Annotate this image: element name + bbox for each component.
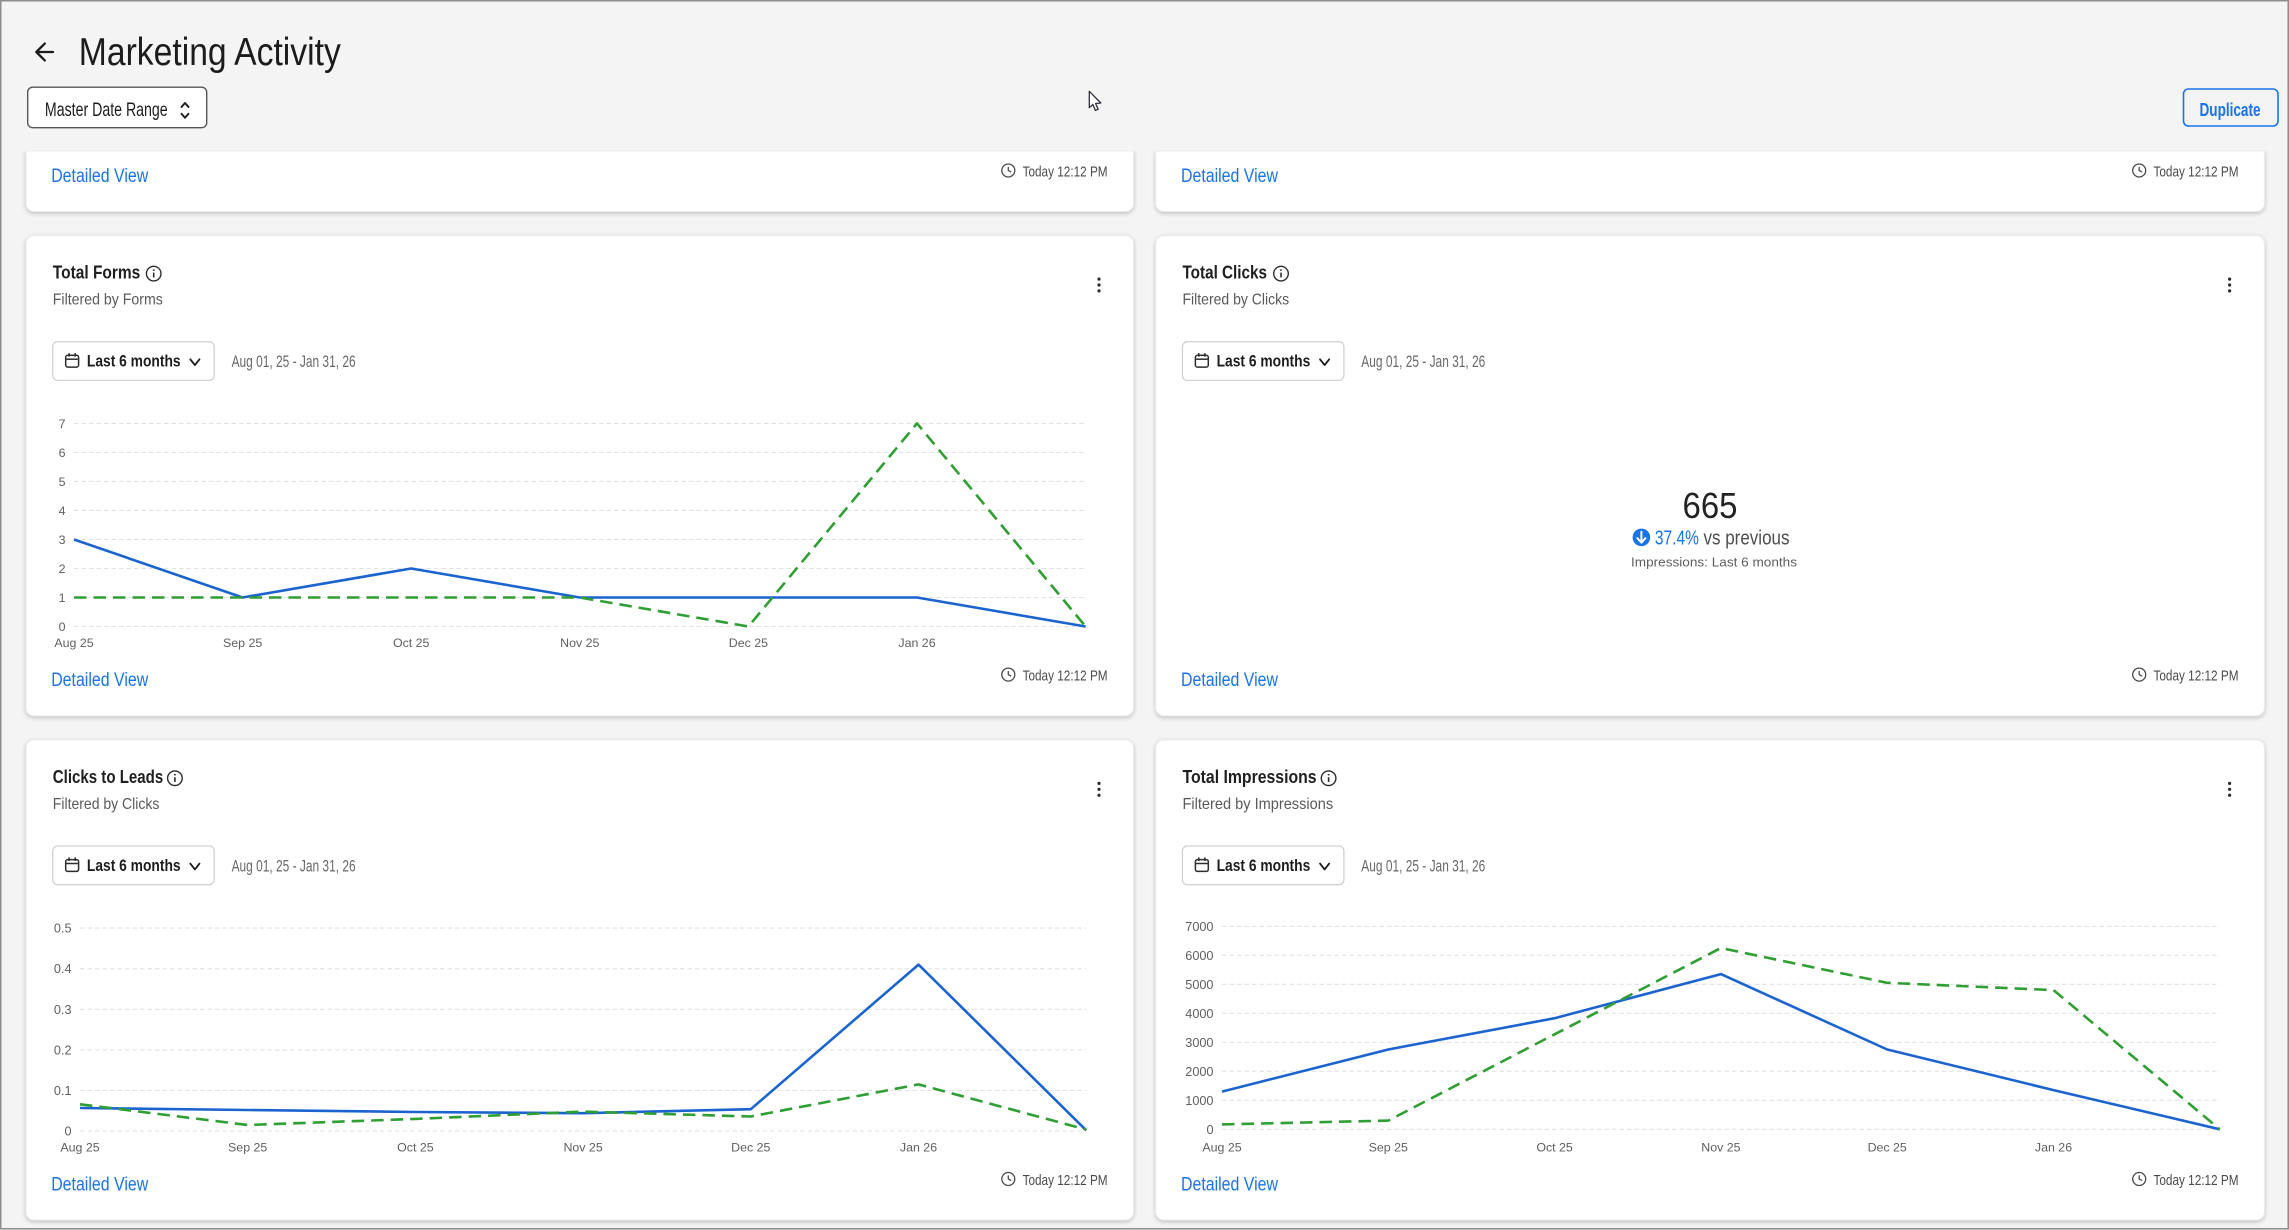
svg-text:6: 6 [59, 446, 66, 460]
svg-text:Jan 26: Jan 26 [900, 1141, 937, 1155]
svg-text:Total Clicks: Total Clicks [1183, 262, 1268, 283]
svg-text:Today 12:12 PM: Today 12:12 PM [2154, 668, 2239, 685]
svg-text:Last 6 months: Last 6 months [1217, 352, 1311, 371]
svg-text:Impressions: Last 6 months: Impressions: Last 6 months [1631, 556, 1797, 570]
svg-text:2000: 2000 [1185, 1065, 1213, 1079]
svg-text:5000: 5000 [1185, 978, 1213, 992]
svg-text:Aug 01, 25 - Jan 31, 26: Aug 01, 25 - Jan 31, 26 [1361, 858, 1485, 876]
svg-text:Aug 01, 25 - Jan 31, 26: Aug 01, 25 - Jan 31, 26 [1361, 353, 1485, 371]
svg-text:Today 12:12 PM: Today 12:12 PM [1023, 668, 1108, 685]
svg-text:0.5: 0.5 [54, 922, 72, 936]
svg-text:Detailed View: Detailed View [1181, 166, 1278, 187]
svg-text:0.1: 0.1 [54, 1084, 72, 1098]
svg-text:7: 7 [59, 417, 66, 431]
svg-text:Detailed View: Detailed View [51, 670, 148, 691]
svg-text:Last 6 months: Last 6 months [87, 856, 181, 875]
svg-text:Duplicate: Duplicate [2200, 99, 2261, 120]
svg-text:0.3: 0.3 [54, 1003, 72, 1017]
svg-text:Filtered by Forms: Filtered by Forms [53, 292, 163, 309]
svg-text:Dec 25: Dec 25 [729, 636, 768, 650]
svg-text:Oct 25: Oct 25 [393, 636, 430, 650]
svg-text:0: 0 [64, 1125, 71, 1139]
svg-text:Oct 25: Oct 25 [1536, 1141, 1573, 1155]
svg-text:Aug 01, 25 - Jan 31, 26: Aug 01, 25 - Jan 31, 26 [232, 858, 356, 876]
svg-text:Detailed View: Detailed View [51, 1175, 148, 1196]
svg-text:Aug 25: Aug 25 [54, 636, 93, 650]
svg-text:Oct 25: Oct 25 [397, 1141, 434, 1155]
svg-text:Today 12:12 PM: Today 12:12 PM [2154, 163, 2239, 180]
svg-text:Master Date Range: Master Date Range [45, 99, 168, 121]
svg-text:Aug 25: Aug 25 [1202, 1141, 1241, 1155]
svg-text:7000: 7000 [1185, 920, 1213, 934]
svg-text:2: 2 [59, 562, 66, 576]
svg-text:Marketing Activity: Marketing Activity [79, 31, 341, 74]
svg-text:Nov 25: Nov 25 [563, 1141, 602, 1155]
svg-text:0: 0 [59, 620, 66, 634]
svg-text:Sep 25: Sep 25 [228, 1141, 267, 1155]
svg-text:0: 0 [1206, 1123, 1213, 1137]
svg-text:Last 6 months: Last 6 months [87, 352, 181, 371]
svg-text:Aug 01, 25 - Jan 31, 26: Aug 01, 25 - Jan 31, 26 [232, 353, 356, 371]
svg-text:Filtered by Impressions: Filtered by Impressions [1183, 796, 1334, 813]
svg-text:Today 12:12 PM: Today 12:12 PM [1023, 163, 1108, 180]
svg-text:Detailed View: Detailed View [1181, 1175, 1278, 1196]
svg-text:1: 1 [59, 591, 66, 605]
svg-text:Aug 25: Aug 25 [60, 1141, 99, 1155]
svg-text:Total Impressions: Total Impressions [1183, 766, 1317, 787]
svg-text:5: 5 [59, 475, 66, 489]
svg-text:Clicks to Leads: Clicks to Leads [53, 766, 163, 787]
svg-text:Nov 25: Nov 25 [560, 636, 599, 650]
svg-text:0.4: 0.4 [54, 962, 72, 976]
svg-text:Today 12:12 PM: Today 12:12 PM [1023, 1172, 1108, 1189]
svg-text:4: 4 [59, 504, 66, 518]
svg-text:0.2: 0.2 [54, 1043, 72, 1057]
svg-text:Detailed View: Detailed View [51, 166, 148, 187]
svg-text:Nov 25: Nov 25 [1701, 1141, 1740, 1155]
svg-text:3: 3 [59, 533, 66, 547]
svg-text:Jan 26: Jan 26 [2035, 1141, 2072, 1155]
svg-text:Last 6 months: Last 6 months [1217, 856, 1311, 875]
svg-text:Dec 25: Dec 25 [1868, 1141, 1907, 1155]
svg-text:Detailed View: Detailed View [1181, 670, 1278, 691]
svg-text:665: 665 [1683, 485, 1738, 526]
svg-text:Filtered by Clicks: Filtered by Clicks [1183, 292, 1290, 309]
svg-text:Today 12:12 PM: Today 12:12 PM [2154, 1172, 2239, 1189]
svg-text:vs previous: vs previous [1704, 528, 1790, 550]
svg-text:Filtered by Clicks: Filtered by Clicks [53, 796, 160, 813]
svg-text:Jan 26: Jan 26 [898, 636, 935, 650]
svg-text:Sep 25: Sep 25 [1369, 1141, 1408, 1155]
svg-text:37.4%: 37.4% [1655, 528, 1699, 550]
svg-text:Sep 25: Sep 25 [223, 636, 262, 650]
svg-text:Dec 25: Dec 25 [731, 1141, 770, 1155]
svg-text:6000: 6000 [1185, 949, 1213, 963]
svg-text:Total Forms: Total Forms [53, 262, 141, 283]
svg-text:4000: 4000 [1185, 1007, 1213, 1021]
svg-text:1000: 1000 [1185, 1094, 1213, 1108]
svg-text:3000: 3000 [1185, 1036, 1213, 1050]
